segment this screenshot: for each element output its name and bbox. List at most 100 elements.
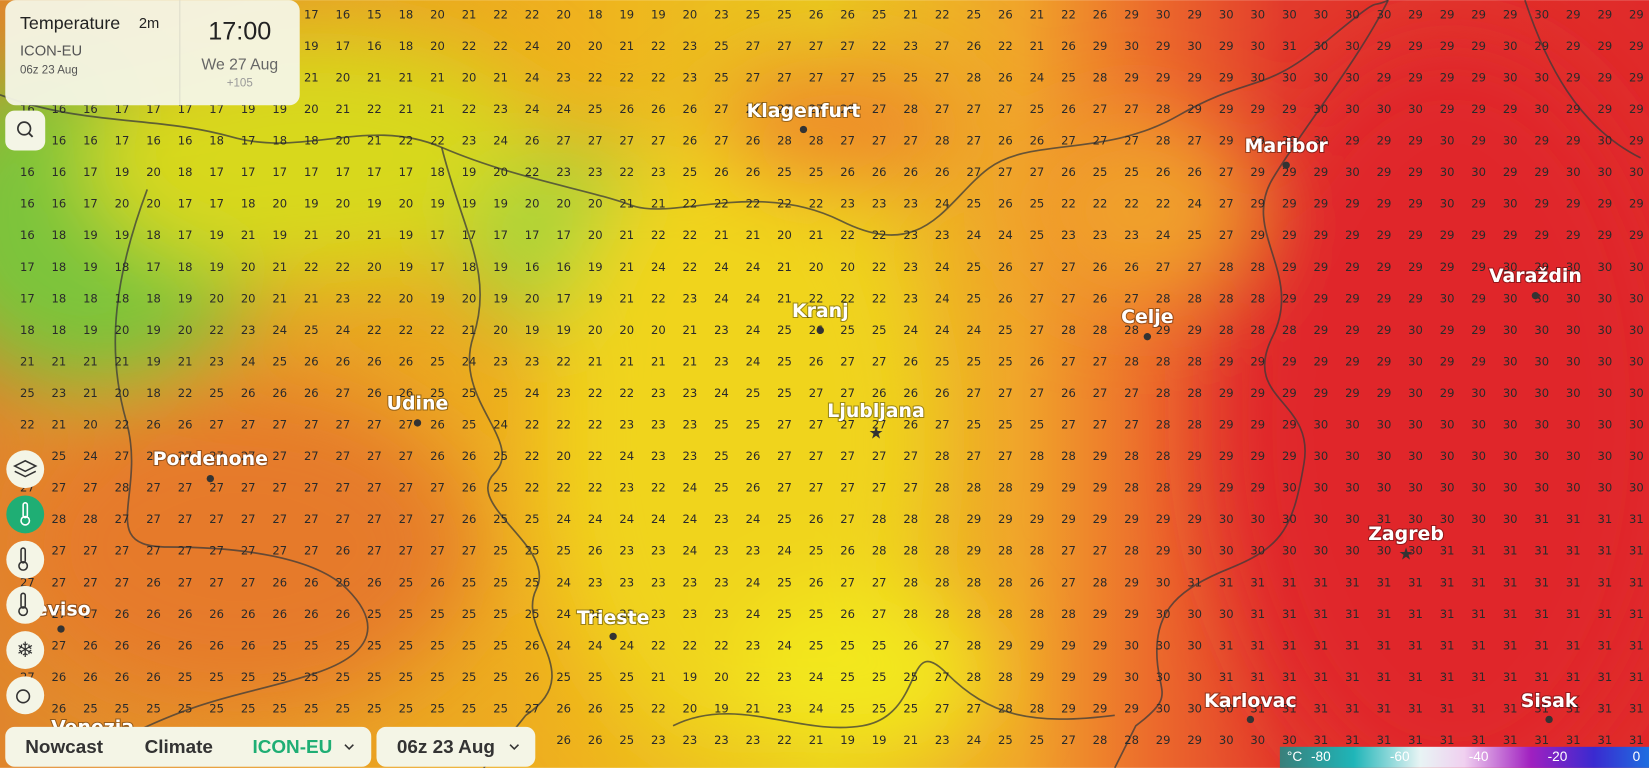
grid-value: 31 — [1377, 512, 1392, 526]
grid-value: 29 — [1503, 102, 1518, 116]
forecast-time: 17:00 — [208, 17, 271, 45]
grid-value: 18 — [115, 291, 130, 305]
grid-value: 23 — [903, 197, 918, 211]
grid-value: 29 — [1440, 260, 1455, 274]
grid-value: 30 — [1629, 165, 1644, 179]
grid-value: 27 — [840, 481, 855, 495]
grid-value: 28 — [935, 575, 950, 589]
grid-value: 29 — [1629, 102, 1644, 116]
temperature-min-button[interactable] — [6, 540, 45, 579]
search-button[interactable] — [5, 110, 46, 151]
grid-value: 22 — [367, 102, 382, 116]
model-select[interactable]: ICON-EU — [252, 737, 332, 758]
grid-value: 22 — [1124, 197, 1139, 211]
grid-value: 27 — [304, 449, 319, 463]
grid-value: 30 — [1314, 481, 1329, 495]
city-label: Celje — [1121, 306, 1173, 328]
grid-value: 30 — [1597, 260, 1612, 274]
grid-value: 29 — [1377, 323, 1392, 337]
grid-value: 17 — [430, 228, 445, 242]
nowcast-tab[interactable]: Nowcast — [25, 737, 103, 758]
grid-value: 29 — [998, 512, 1013, 526]
grid-value: 30 — [1597, 291, 1612, 305]
grid-value: 21 — [367, 228, 382, 242]
grid-value: 18 — [588, 7, 603, 21]
grid-value: 18 — [52, 260, 67, 274]
grid-value: 30 — [1156, 670, 1171, 684]
grid-value: 23 — [651, 575, 666, 589]
temperature-max-button[interactable] — [6, 585, 45, 624]
grid-value: 30 — [1566, 386, 1581, 400]
grid-value: 31 — [1566, 701, 1581, 715]
grid-value: 27 — [1061, 575, 1076, 589]
grid-value: 29 — [1440, 386, 1455, 400]
grid-value: 18 — [209, 134, 224, 148]
grid-value: 27 — [1093, 386, 1108, 400]
grid-value: 31 — [1408, 701, 1423, 715]
temperature-button[interactable] — [6, 495, 45, 534]
grid-value: 29 — [1124, 512, 1139, 526]
grid-value: 31 — [1250, 638, 1265, 652]
grid-value: 29 — [1093, 39, 1108, 53]
grid-value: 25 — [493, 607, 508, 621]
info-panel[interactable]: Temperature 2m ICON-EU 06z 23 Aug 17:00 … — [5, 0, 300, 106]
grid-value: 24 — [1187, 197, 1202, 211]
run-select[interactable]: 06z 23 Aug — [397, 737, 495, 758]
grid-value: 26 — [588, 733, 603, 747]
grid-value: 25 — [304, 701, 319, 715]
grid-value: 30 — [1377, 102, 1392, 116]
grid-value: 22 — [683, 260, 698, 274]
grid-value: 27 — [935, 701, 950, 715]
grid-value: 28 — [1156, 291, 1171, 305]
weather-button[interactable] — [6, 676, 45, 715]
grid-value: 24 — [903, 323, 918, 337]
grid-value: 30 — [1629, 260, 1644, 274]
grid-value: 26 — [588, 701, 603, 715]
grid-value: 26 — [872, 165, 887, 179]
grid-value: 28 — [872, 544, 887, 558]
layers-button[interactable] — [6, 450, 45, 489]
grid-value: 31 — [1629, 575, 1644, 589]
grid-value: 19 — [83, 260, 98, 274]
grid-value: 23 — [619, 575, 634, 589]
grid-value: 25 — [209, 701, 224, 715]
grid-value: 18 — [115, 260, 130, 274]
grid-value: 26 — [146, 638, 161, 652]
grid-value: 21 — [83, 354, 98, 368]
grid-value: 26 — [83, 670, 98, 684]
color-legend: °C -80 -60 -40 -20 0 — [1279, 746, 1649, 768]
value-grid: 17 16 15 18 20 21 22 22 20 18 19 19 20 23 25 25 26 26 25 21… — [20, 7, 1644, 747]
grid-value: 30 — [1503, 512, 1518, 526]
city-marker: Varaždin — [1488, 264, 1583, 300]
grid-value: 27 — [1156, 260, 1171, 274]
grid-value: 27 — [840, 354, 855, 368]
grid-value: 30 — [1440, 512, 1455, 526]
grid-value: 25 — [493, 638, 508, 652]
grid-value: 25 — [399, 638, 414, 652]
grid-value: 27 — [998, 386, 1013, 400]
grid-value: 28 — [966, 670, 981, 684]
grid-value: 22 — [115, 418, 130, 432]
grid-value: 26 — [651, 102, 666, 116]
grid-value: 24 — [683, 544, 698, 558]
grid-value: 19 — [272, 228, 287, 242]
grid-value: 29 — [1219, 134, 1234, 148]
grid-value: 29 — [1282, 354, 1297, 368]
grid-value: 20 — [525, 291, 540, 305]
snow-button[interactable]: ❄ — [6, 631, 45, 669]
climate-tab[interactable]: Climate — [145, 737, 213, 758]
grid-value: 20 — [115, 386, 130, 400]
grid-value: 30 — [1534, 386, 1549, 400]
grid-value: 26 — [178, 418, 193, 432]
grid-value: 31 — [1314, 733, 1329, 747]
grid-value: 30 — [1503, 323, 1518, 337]
grid-value: 27 — [1093, 544, 1108, 558]
grid-value: 30 — [1629, 323, 1644, 337]
grid-value: 26 — [430, 418, 445, 432]
grid-value: 25 — [1030, 102, 1045, 116]
grid-value: 27 — [20, 575, 35, 589]
grid-value: 26 — [335, 575, 350, 589]
grid-value: 16 — [52, 102, 67, 116]
grid-value: 31 — [1503, 575, 1518, 589]
grid-value: 26 — [935, 165, 950, 179]
